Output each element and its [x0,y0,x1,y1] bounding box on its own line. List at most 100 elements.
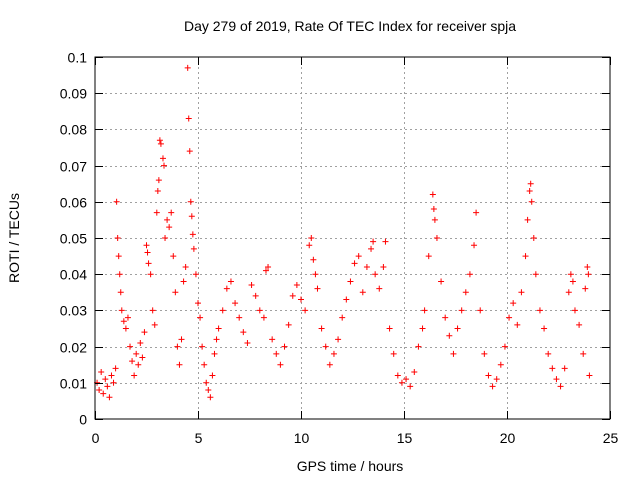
data-point [322,343,329,350]
y-tick-label: 0.06 [60,195,87,211]
data-point [318,325,325,332]
data-point [312,271,319,278]
data-point [553,376,560,383]
data-point [108,372,115,379]
data-point [236,314,243,321]
data-point [382,238,389,245]
data-point [252,292,259,299]
data-point [168,209,175,216]
data-point [501,343,508,350]
data-point [159,155,166,162]
data-point [187,198,194,205]
data-point [326,361,333,368]
data-point [335,336,342,343]
data-point [308,235,315,241]
data-point [122,325,129,332]
data-point [462,289,469,296]
data-point [419,325,426,332]
data-point [180,278,187,285]
data-point [431,216,438,223]
data-point [576,321,583,328]
data-point [450,350,457,357]
x-tick-label: 10 [294,430,310,446]
data-point [114,235,121,241]
data-point [115,253,122,260]
data-point [186,148,193,155]
data-point [162,235,169,241]
data-point [205,387,212,394]
data-point [429,191,436,198]
data-point [116,271,123,278]
data-point [561,365,568,372]
data-point [135,361,142,368]
data-point [355,253,362,260]
y-tick-label: 0 [79,412,87,428]
data-point [143,242,150,249]
data-point [473,209,480,216]
x-tick-label: 20 [500,430,516,446]
data-point [104,383,111,390]
data-point [285,321,292,328]
x-tick-label: 5 [195,430,203,446]
data-point [149,307,156,314]
data-point [281,343,288,350]
data-point [545,350,552,357]
data-point [98,368,105,375]
y-tick-label: 0.07 [60,159,87,175]
data-point [411,368,418,375]
data-point [102,376,109,383]
data-point [454,325,461,332]
data-point [485,372,492,379]
data-point [172,289,179,296]
data-point [209,372,216,379]
data-point [137,339,144,346]
data-point [182,263,189,270]
data-point [372,271,379,278]
data-point [528,198,535,205]
data-point [139,354,146,361]
data-point [343,296,350,303]
data-point [223,285,230,292]
data-point [425,253,432,260]
data-point [106,394,113,401]
data-point [421,307,428,314]
data-point [549,365,556,372]
y-tick-label: 0.01 [60,376,87,392]
data-point [203,379,210,386]
x-tick-label: 25 [603,430,619,446]
data-point [363,263,370,270]
y-tick-label: 0.05 [60,231,87,247]
data-point [155,177,162,184]
grid-lines [95,57,610,419]
axis-ticks [95,57,611,420]
data-point [153,209,160,216]
data-point [207,394,214,401]
data-points [94,64,593,401]
data-point [403,376,410,383]
data-point [269,336,276,343]
data-point [339,314,346,321]
data-point [477,307,484,314]
data-point [215,325,222,332]
data-point [174,343,181,350]
data-point [170,253,177,260]
data-point [497,361,504,368]
x-tick-label: 0 [92,430,100,446]
data-point [571,307,578,314]
data-point [164,216,171,223]
data-point [273,350,280,357]
data-point [96,387,103,394]
data-point [433,235,440,241]
y-axis-label: ROTI / TECUs [6,193,22,283]
data-point [415,343,422,350]
data-point [190,245,197,252]
data-point [184,64,191,71]
data-point [585,271,592,278]
data-point [129,358,136,365]
y-tick-label: 0.08 [60,122,87,138]
data-point [117,289,124,296]
axis-tick-labels: 0 0.01 0.02 0.03 0.04 0.05 0.06 0.07 0.08 0.09 0.1… [60,50,619,447]
data-point [265,263,272,270]
data-point [118,307,125,314]
